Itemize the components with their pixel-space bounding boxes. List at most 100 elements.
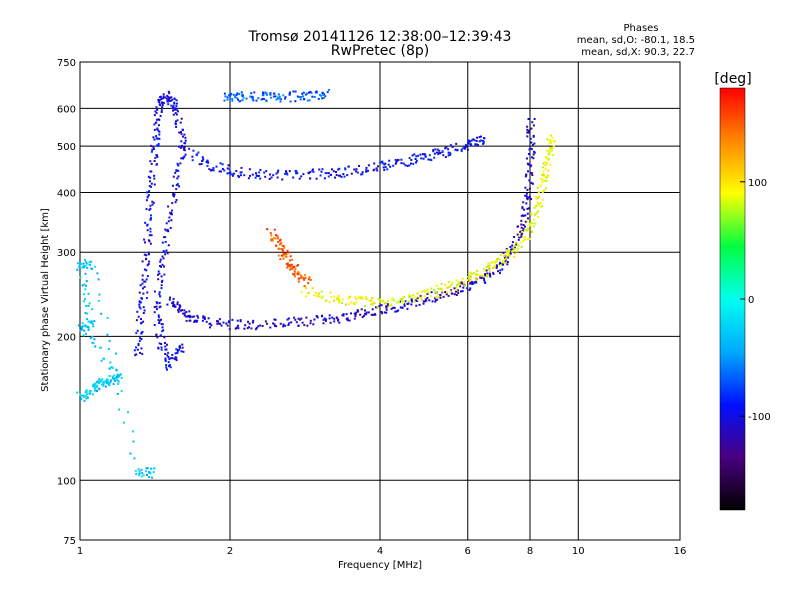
data-point — [138, 470, 141, 473]
data-point — [281, 178, 284, 181]
data-point — [320, 296, 323, 299]
data-point — [110, 366, 113, 369]
data-point — [463, 283, 466, 286]
data-point — [84, 258, 86, 261]
data-point — [76, 391, 79, 394]
data-point — [142, 292, 145, 295]
data-point — [413, 300, 416, 303]
data-point — [146, 229, 149, 232]
data-point — [370, 303, 373, 306]
data-point — [167, 205, 170, 208]
data-point — [113, 374, 116, 377]
data-point — [160, 265, 163, 268]
data-point — [96, 380, 99, 383]
data-point — [205, 161, 208, 164]
data-point — [341, 298, 344, 301]
data-point — [322, 322, 325, 325]
data-point — [376, 169, 379, 172]
data-point — [376, 306, 379, 309]
data-point — [160, 348, 163, 351]
data-point — [216, 320, 218, 323]
data-point — [176, 303, 179, 306]
data-point — [142, 474, 145, 477]
data-point — [299, 98, 302, 101]
data-point — [307, 99, 309, 102]
data-point — [407, 300, 410, 303]
data-point — [288, 251, 291, 254]
data-point — [154, 121, 157, 124]
data-point — [401, 306, 404, 309]
data-point — [461, 147, 464, 150]
data-point — [120, 390, 123, 393]
data-point — [272, 174, 275, 177]
data-point — [305, 287, 308, 290]
data-point — [522, 235, 525, 238]
data-point — [417, 298, 420, 301]
data-point — [312, 168, 314, 171]
data-point — [522, 214, 525, 217]
data-point — [531, 121, 534, 124]
data-point — [138, 303, 141, 306]
data-point — [137, 315, 140, 318]
data-point — [248, 322, 251, 325]
data-point — [188, 316, 191, 319]
data-point — [106, 316, 109, 319]
data-point — [173, 195, 175, 198]
data-point — [226, 324, 229, 327]
data-point — [528, 187, 531, 190]
data-point — [333, 299, 335, 302]
data-point — [80, 327, 83, 329]
data-point — [85, 304, 88, 307]
data-point — [300, 317, 303, 320]
data-point — [281, 244, 284, 247]
data-point — [338, 321, 341, 324]
data-point — [269, 173, 271, 176]
data-point — [183, 309, 186, 312]
data-point — [83, 283, 86, 286]
data-point — [486, 274, 489, 277]
data-point — [156, 154, 158, 157]
data-point — [353, 303, 356, 305]
data-point — [153, 290, 156, 293]
data-point — [169, 357, 172, 360]
data-point — [102, 384, 105, 387]
data-point — [502, 261, 504, 264]
data-point — [140, 475, 143, 478]
data-point — [284, 324, 287, 327]
data-point — [83, 399, 86, 402]
data-point — [456, 148, 459, 151]
data-point — [365, 170, 368, 173]
data-point — [150, 217, 152, 220]
data-point — [300, 274, 302, 277]
data-point — [335, 316, 338, 319]
data-point — [427, 291, 430, 294]
data-point — [188, 319, 191, 322]
data-point — [257, 97, 260, 100]
data-point — [385, 308, 388, 311]
data-point — [165, 366, 168, 369]
data-point — [164, 348, 167, 351]
data-point — [91, 308, 94, 311]
data-point — [257, 175, 260, 177]
data-point — [156, 336, 159, 339]
data-point — [89, 337, 92, 340]
data-point — [168, 365, 170, 368]
data-point — [239, 319, 242, 322]
data-point — [82, 325, 85, 328]
data-point — [96, 384, 99, 387]
data-point — [160, 111, 163, 113]
data-point — [155, 135, 158, 138]
data-point — [330, 295, 333, 298]
data-point — [223, 169, 226, 172]
data-point — [81, 265, 84, 268]
data-point — [90, 260, 93, 263]
data-point — [541, 190, 544, 193]
data-point — [149, 170, 152, 173]
data-point — [363, 314, 365, 317]
data-point — [469, 140, 472, 143]
data-point — [138, 291, 141, 294]
data-point — [342, 314, 345, 317]
data-point — [341, 314, 344, 317]
data-point — [460, 290, 462, 293]
data-point — [146, 291, 149, 294]
